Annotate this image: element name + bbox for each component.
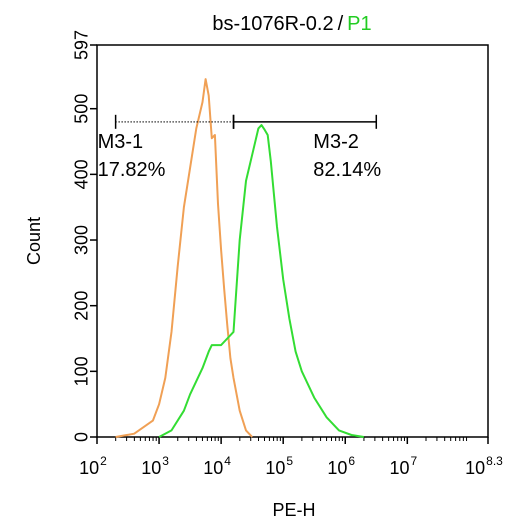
plot-frame [96,44,489,438]
y-tick-label: 100 [71,356,91,386]
gate-percent-label: 17.82% [98,159,166,181]
y-tick-label: 500 [71,94,91,124]
y-tick-label: 0 [71,432,91,442]
x-axis-label: PE-H [272,500,315,520]
y-tick-label: 597 [71,30,91,60]
title-sample: bs-1076R-0.2 [212,13,333,35]
chart-title: bs-1076R-0.2/P1 [212,13,371,35]
x-tick-label: 106 [327,454,355,478]
x-tick-label: 102 [79,454,107,478]
histogram-series-green [158,124,365,438]
x-tick-label: 105 [265,454,293,478]
gate-percent-label: 82.14% [313,159,381,181]
gate-name-label: M3-1 [98,131,144,153]
gate-name-label: M3-2 [313,131,359,153]
title-gate: P1 [347,13,371,35]
x-tick-label: 107 [389,454,417,478]
y-tick-label: 300 [71,225,91,255]
y-tick-label: 200 [71,291,91,321]
title-separator: / [338,13,344,35]
x-tick-label: 108.3 [465,454,503,478]
histogram-series-orange [115,78,253,438]
y-axis-label: Count [24,217,44,265]
x-tick-label: 104 [203,454,231,478]
y-tick-label: 400 [71,159,91,189]
x-tick-label: 103 [141,454,169,478]
